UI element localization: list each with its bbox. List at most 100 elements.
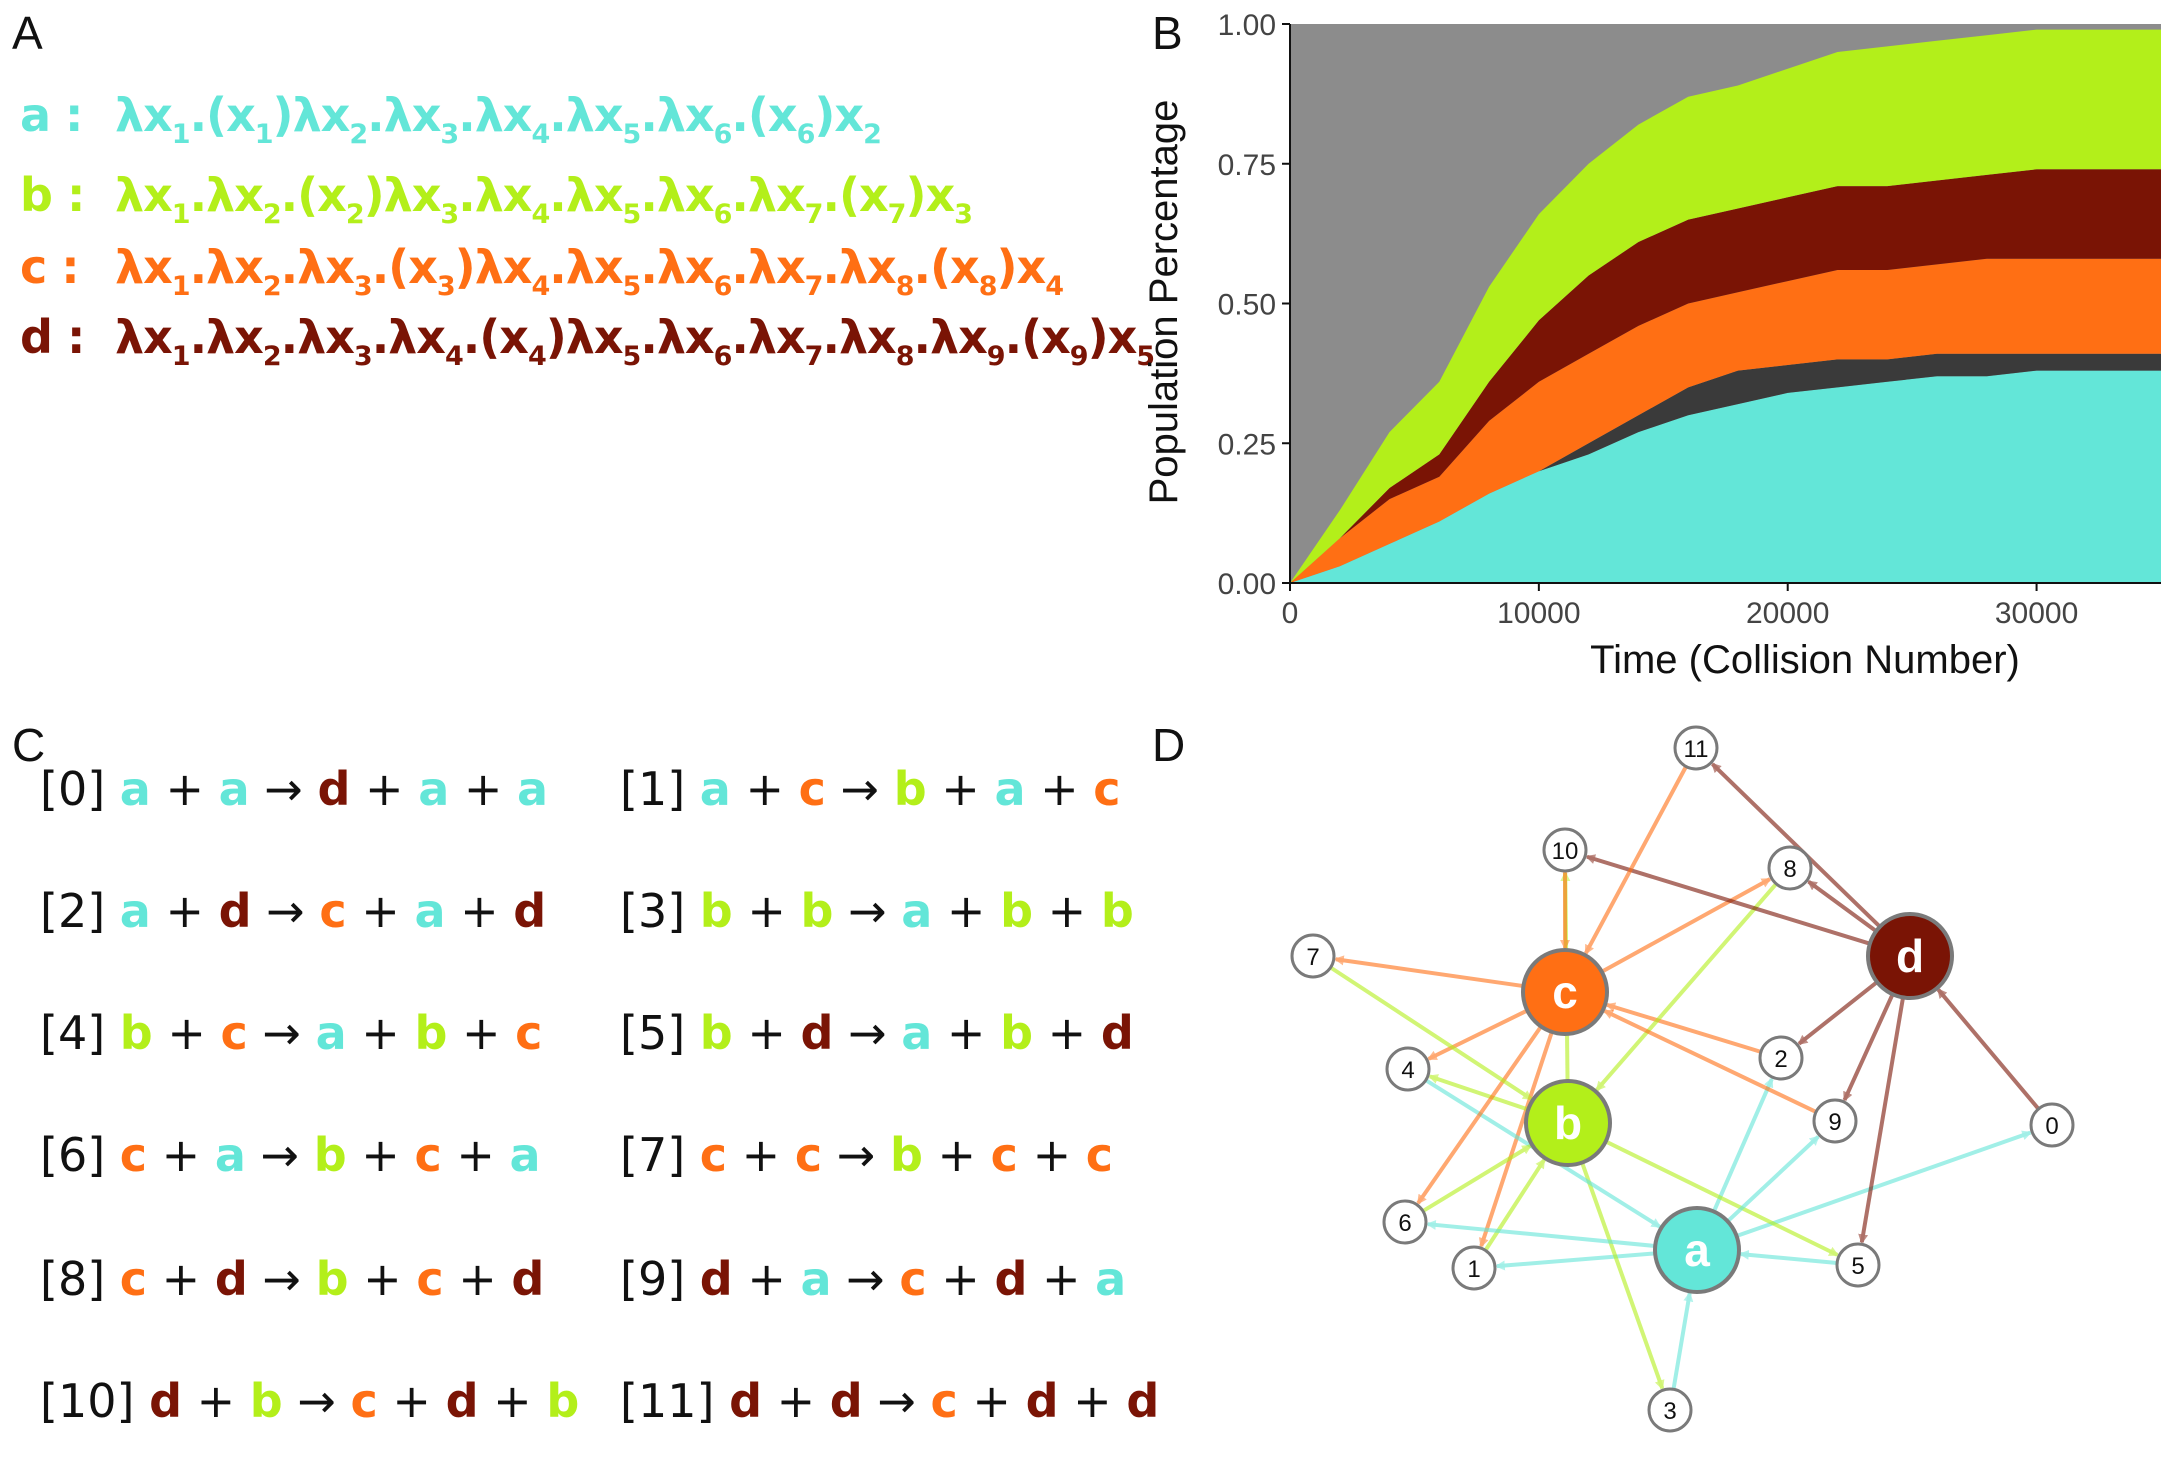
reaction-operator: + — [730, 762, 799, 816]
lambda-term: .λx — [189, 310, 264, 364]
lambda-term: .(x — [1004, 310, 1071, 364]
network-edge — [1494, 1251, 1656, 1271]
species-symbol: b — [1100, 884, 1134, 938]
reaction-node-5: 5 — [1835, 1242, 1881, 1288]
network-edge — [1842, 993, 1895, 1102]
lambda-term: .λx — [731, 168, 805, 222]
reaction-operator: + — [478, 1374, 547, 1428]
species-symbol: a — [218, 762, 250, 816]
reaction-operator: + — [350, 762, 419, 816]
lambda-term: .λx — [640, 310, 714, 364]
y-tick-label: 0.75 — [1218, 149, 1276, 182]
network-edge — [1712, 1077, 1774, 1213]
species-symbol: c — [930, 1374, 958, 1428]
variable-index: 7 — [804, 341, 824, 372]
variable-index: 9 — [1069, 341, 1089, 372]
variable-index: 1 — [171, 119, 191, 150]
species-symbol: c — [990, 1128, 1018, 1182]
lambda-expression-b: b : λx1.λx2.(x2)λx3.λx4.λx5.λx6.λx7.(x7)x… — [20, 168, 973, 230]
lambda-term: .λx — [822, 240, 896, 294]
reaction-operator: + — [1017, 1128, 1086, 1182]
species-symbol: d — [699, 1252, 733, 1306]
reaction-operator: [10] — [40, 1374, 150, 1428]
species-symbol: c — [319, 884, 347, 938]
species-node-label: b — [1554, 1097, 1582, 1149]
reaction-node-11: 11 — [1673, 725, 1719, 771]
variable-index: 7 — [804, 199, 824, 230]
reaction-node-circle — [1451, 1245, 1497, 1291]
reaction-operator: [4] — [40, 1006, 120, 1060]
variable-index: 5 — [622, 341, 642, 372]
lambda-term: )λx — [363, 168, 442, 222]
network-edge — [1425, 1219, 1656, 1248]
reaction-node-label: 0 — [2045, 1113, 2058, 1140]
reaction-node-label: 9 — [1828, 1109, 1841, 1136]
x-tick-label: 0 — [1282, 597, 1299, 630]
reaction-operator: + — [1033, 1006, 1101, 1060]
species-symbol: a — [214, 1128, 246, 1182]
lambda-term: .λx — [189, 168, 264, 222]
species-symbol: b — [800, 884, 834, 938]
species-symbol: a — [901, 884, 933, 938]
variable-index: 6 — [796, 119, 816, 150]
variable-index: 5 — [622, 119, 642, 150]
y-axis-label: Population Percentage — [1142, 100, 1186, 505]
lambda-term: .λx — [640, 88, 714, 142]
reaction-operator: [0] — [40, 762, 120, 816]
reaction-node-circle — [2029, 1102, 2075, 1148]
species-symbol: c — [899, 1252, 927, 1306]
network-edge — [1584, 765, 1688, 955]
lambda-term: .(x — [913, 240, 980, 294]
variable-index: 2 — [262, 199, 282, 230]
reaction-node-9: 9 — [1812, 1098, 1858, 1144]
lambda-term: .λx — [549, 88, 623, 142]
variable-index: 2 — [863, 119, 882, 150]
reaction-node-label: 7 — [1306, 944, 1319, 971]
variable-index: 8 — [895, 271, 915, 302]
species-symbol: a — [1095, 1252, 1127, 1306]
reaction-operator: + — [445, 884, 514, 938]
lambda-term: .(x — [280, 168, 347, 222]
lambda-term: )λx — [272, 88, 351, 142]
y-tick-label: 0.00 — [1218, 568, 1276, 601]
network-edge — [1671, 1291, 1694, 1390]
reaction-operator: + — [926, 762, 995, 816]
lambda-term: .λx — [280, 310, 355, 364]
series-area-4 — [1290, 29, 2161, 584]
reaction-node-circle — [1673, 725, 1719, 771]
lambda-term: .λx — [189, 240, 264, 294]
reaction-operator: [9] — [620, 1252, 700, 1306]
reaction-node-circle — [1835, 1242, 1881, 1288]
reaction-operator: → — [833, 1006, 902, 1060]
network-edge — [1604, 1139, 1840, 1257]
reaction-operator: + — [152, 1006, 221, 1060]
reaction-operator: → — [862, 1374, 931, 1428]
species-symbol: a — [119, 884, 151, 938]
species-symbol: a — [994, 762, 1026, 816]
network-edge — [1738, 1249, 1838, 1266]
reaction-node-circle — [1767, 845, 1813, 891]
reaction-operator: → — [825, 762, 894, 816]
lambda-term: .λx — [640, 168, 714, 222]
reaction-9: [9] d + a → c + d + a — [620, 1252, 1126, 1306]
network-edge — [1711, 762, 1882, 929]
network-edge — [1580, 1161, 1665, 1391]
network-edge — [1797, 980, 1879, 1046]
reaction-node-8: 8 — [1767, 845, 1813, 891]
species-node-label: d — [1896, 930, 1924, 982]
species-symbol: d — [511, 1252, 545, 1306]
network-edge — [1858, 997, 1906, 1245]
species-symbol: b — [546, 1374, 580, 1428]
species-symbol: b — [313, 1128, 347, 1182]
panel-label-d: D — [1152, 719, 1186, 771]
network-edge — [1726, 1135, 1820, 1223]
reaction-operator: [6] — [40, 1128, 120, 1182]
lambda-term: .λx — [458, 88, 532, 142]
reaction-operator: + — [449, 762, 518, 816]
reaction-node-4: 4 — [1385, 1046, 1431, 1092]
species-symbol: a — [509, 1128, 541, 1182]
reaction-operator: → — [247, 1252, 316, 1306]
species-symbol: c — [798, 762, 826, 816]
species-symbol: b — [699, 884, 733, 938]
lambda-term: )x — [814, 88, 864, 142]
